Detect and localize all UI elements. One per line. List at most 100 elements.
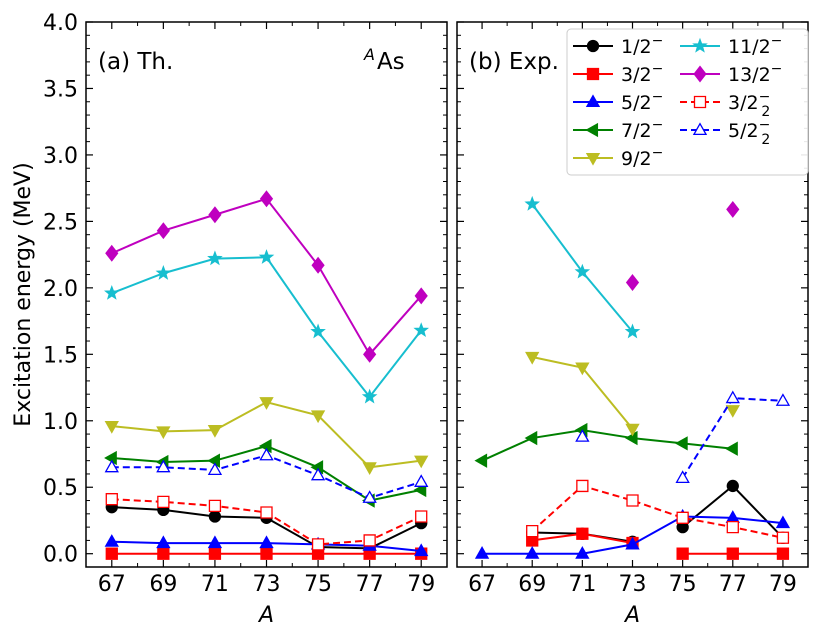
data-point [311, 538, 325, 551]
y-tick-label: 1.0 [43, 410, 78, 435]
data-point [575, 429, 590, 442]
x-tick-label: 71 [201, 572, 229, 597]
plot-frame-th [85, 21, 448, 568]
series-line [111, 197, 422, 357]
data-point [414, 287, 428, 305]
data-point [776, 531, 790, 544]
data-point [157, 547, 170, 560]
data-point [207, 425, 223, 438]
legend-label-base: 5/2 [621, 92, 652, 114]
data-point [474, 546, 490, 559]
series-3/2--th [105, 547, 428, 560]
data-point [105, 547, 118, 560]
legend: 1/2−3/2−5/2−7/2−9/2−11/2−13/2−3/2− 25/2− 2 [566, 28, 809, 176]
data-point [625, 536, 640, 550]
data-point [104, 459, 119, 473]
x-tick-label: 77 [356, 572, 384, 597]
data-point [776, 547, 790, 560]
data-point [524, 430, 538, 446]
data-point [156, 459, 171, 473]
series-group-th [104, 190, 429, 560]
legend-label-base: 3/2 [621, 64, 652, 86]
data-point [726, 547, 739, 560]
series-5/2-_2-th [104, 447, 429, 503]
x-tick-label: 79 [769, 572, 797, 597]
data-point [725, 405, 740, 418]
data-point [157, 495, 170, 509]
data-point [104, 534, 119, 547]
series-9/2--th [104, 397, 429, 475]
legend-label-base: 7/2 [621, 120, 652, 142]
y-tick-label: 2.5 [43, 210, 78, 235]
nuclide-mass-number: A [363, 45, 375, 64]
legend-label: 5/2− 2 [728, 117, 770, 148]
data-point [259, 535, 274, 549]
legend-label-base: 3/2 [728, 92, 759, 114]
legend-marker [693, 95, 707, 109]
data-point [105, 493, 118, 506]
legend-item-1/2-: 1/2− [573, 33, 663, 58]
x-tick-label: 73 [253, 572, 281, 597]
data-point [207, 250, 223, 266]
data-point [525, 546, 540, 559]
x-tick-label: 67 [468, 572, 496, 597]
ticks-th [85, 21, 448, 567]
data-point [311, 256, 325, 274]
panel-label-th: (a) Th. [98, 49, 173, 75]
series-line [111, 256, 423, 399]
series-3/2-_2-th [105, 493, 428, 551]
series-line [481, 429, 733, 462]
data-point [675, 470, 690, 483]
data-point [259, 447, 274, 461]
data-point [105, 244, 119, 262]
series-group-exp [474, 195, 791, 560]
y-tick-label: 4.0 [43, 11, 78, 36]
data-point [624, 430, 638, 446]
data-point [526, 524, 539, 538]
series-3/2--exp [526, 527, 790, 560]
x-tick-label: 73 [619, 572, 647, 597]
data-point [414, 455, 429, 469]
data-point [156, 535, 171, 549]
series-7/2--exp [474, 422, 738, 468]
data-point [156, 426, 171, 440]
y-tick-label: 0.0 [43, 543, 78, 568]
legend-label: 13/2− [728, 61, 782, 86]
x-tick-label: 75 [304, 572, 332, 597]
legend-label-sup: − [652, 33, 664, 49]
data-point [259, 397, 274, 410]
y-tick-label: 0.5 [43, 476, 78, 501]
data-point [775, 393, 791, 406]
nuclide-element: As [377, 49, 405, 75]
data-point [576, 527, 589, 540]
data-point [415, 510, 428, 523]
legend-label: 11/2− [728, 33, 782, 58]
legend-label-sub: 2 [761, 104, 770, 120]
data-point [361, 388, 378, 404]
legend-item-9/2-: 9/2− [573, 145, 663, 170]
legend-marker [693, 65, 707, 83]
series-13/2--th [105, 190, 428, 363]
legend-label-sup: − [771, 61, 783, 77]
data-point [363, 534, 376, 547]
data-point [310, 323, 326, 339]
data-point [626, 494, 639, 507]
data-point [726, 479, 739, 493]
data-point [104, 421, 119, 434]
data-point [575, 546, 590, 559]
legend-marker [585, 94, 601, 108]
legend-marker [585, 122, 599, 138]
data-point [208, 547, 222, 560]
legend-label: 5/2− [621, 89, 663, 114]
data-point [363, 345, 377, 363]
x-tick-label: 69 [149, 572, 177, 597]
legend-label-sup: − [652, 145, 664, 161]
series-3/2-_2-exp [526, 479, 790, 544]
data-point [156, 222, 170, 240]
legend-item-11/2-: 11/2− [680, 33, 782, 58]
y-axis: 0.0 0.5 1.0 1.5 2.0 2.5 3.0 3.5 4.0 Excitation en… [11, 11, 78, 568]
data-point [362, 462, 377, 475]
legend-label-sup: − [771, 33, 783, 49]
x-tick-label: 77 [719, 572, 747, 597]
data-point [208, 499, 222, 513]
